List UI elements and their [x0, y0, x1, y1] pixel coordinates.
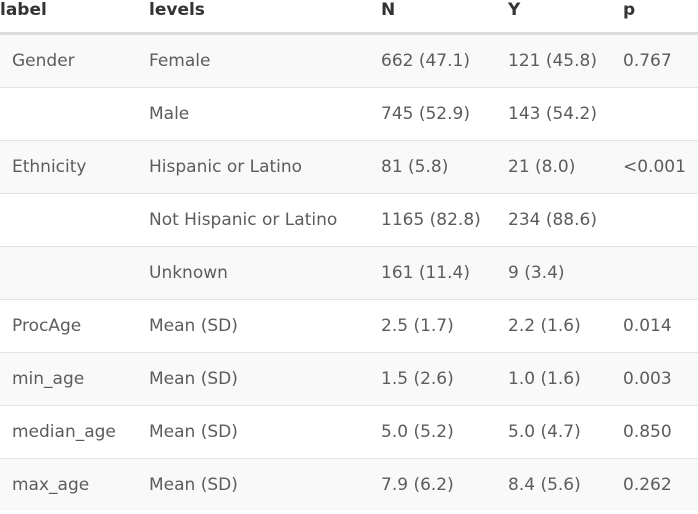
cell-n: 1165 (82.8): [369, 193, 496, 247]
cell-level: Mean (SD): [137, 405, 369, 459]
cell-y: 2.2 (1.6): [496, 299, 611, 353]
cell-y: 9 (3.4): [496, 246, 611, 300]
cell-p: 0.014: [611, 299, 698, 353]
cell-level: Male: [137, 87, 369, 141]
cell-level: Mean (SD): [149, 475, 238, 495]
cell-label: median_age: [0, 405, 137, 459]
cell-y: 8.4 (5.6): [508, 475, 581, 495]
table-row: Unknown 161 (11.4) 9 (3.4): [0, 246, 698, 300]
cell-n: 745 (52.9): [369, 87, 496, 141]
cell-level: Mean (SD): [137, 352, 369, 406]
header-row: label levels N Y p: [0, 0, 698, 35]
header-p: p: [611, 0, 698, 35]
cell-y: 121 (45.8): [496, 33, 611, 88]
cell-n: 2.5 (1.7): [369, 299, 496, 353]
cell-level: Mean (SD): [137, 299, 369, 353]
header-y: Y: [496, 0, 611, 35]
table-row: min_age Mean (SD) 1.5 (2.6) 1.0 (1.6) 0.…: [0, 352, 698, 406]
table-row: Gender Female 662 (47.1) 121 (45.8) 0.76…: [0, 33, 698, 88]
cell-label: Ethnicity: [0, 140, 137, 194]
cell-p: [611, 87, 698, 141]
cell-level: Hispanic or Latino: [137, 140, 369, 194]
cell-label: [0, 193, 137, 247]
cell-level: Not Hispanic or Latino: [137, 193, 369, 247]
cell-p: 0.003: [611, 352, 698, 406]
table-row: median_age Mean (SD) 5.0 (5.2) 5.0 (4.7)…: [0, 405, 698, 459]
header-levels: levels: [137, 0, 369, 35]
cell-label: [0, 87, 137, 141]
table-row: max_age Mean (SD) 7.9 (6.2) 8.4 (5.6) 0.…: [0, 458, 698, 511]
cell-y: 1.0 (1.6): [496, 352, 611, 406]
table-row: Ethnicity Hispanic or Latino 81 (5.8) 21…: [0, 140, 698, 194]
cell-n: 5.0 (5.2): [369, 405, 496, 459]
cell-p: 0.262: [623, 475, 672, 495]
cell-n: 662 (47.1): [369, 33, 496, 88]
table-row: Male 745 (52.9) 143 (54.2): [0, 87, 698, 141]
table-row: ProcAge Mean (SD) 2.5 (1.7) 2.2 (1.6) 0.…: [0, 299, 698, 353]
header-label: label: [0, 0, 137, 35]
cell-label: [0, 246, 137, 300]
cell-p: 0.850: [611, 405, 698, 459]
cell-y: 21 (8.0): [496, 140, 611, 194]
cell-level: Female: [137, 33, 369, 88]
cell-label: ProcAge: [0, 299, 137, 353]
cell-n: 1.5 (2.6): [369, 352, 496, 406]
cell-y: 234 (88.6): [496, 193, 611, 247]
cell-p: <0.001: [611, 140, 698, 194]
cell-p: [611, 246, 698, 300]
cell-y: 143 (54.2): [496, 87, 611, 141]
cell-p: [611, 193, 698, 247]
cell-level: Unknown: [137, 246, 369, 300]
cell-n: 81 (5.8): [369, 140, 496, 194]
table-row: Not Hispanic or Latino 1165 (82.8) 234 (…: [0, 193, 698, 247]
cell-n: 7.9 (6.2): [381, 475, 454, 495]
cell-y: 5.0 (4.7): [496, 405, 611, 459]
header-n: N: [369, 0, 496, 35]
cell-p: 0.767: [611, 33, 698, 88]
cell-label: min_age: [0, 352, 137, 406]
cell-label: Gender: [0, 33, 137, 88]
cell-label: max_age: [12, 475, 90, 495]
cell-n: 161 (11.4): [369, 246, 496, 300]
